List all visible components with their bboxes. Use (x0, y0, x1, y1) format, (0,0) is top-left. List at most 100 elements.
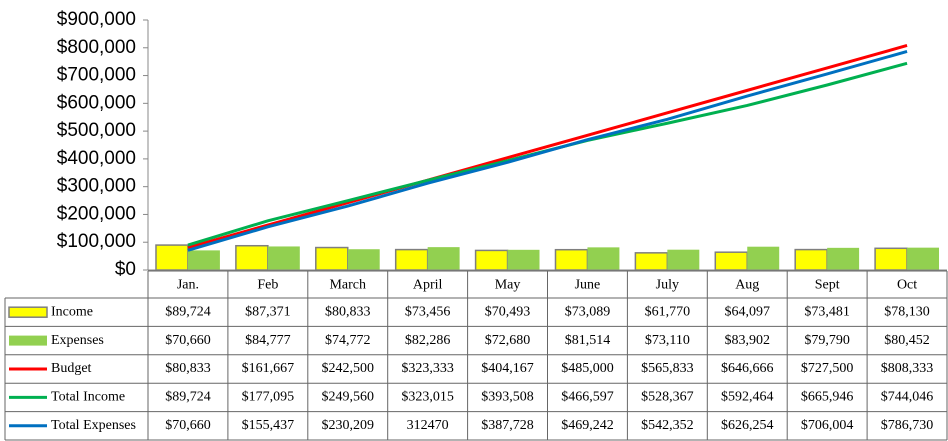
bar (634, 252, 669, 271)
bar (747, 246, 780, 270)
bar (667, 249, 700, 270)
data-label: $323,015 (401, 390, 454, 405)
bar (907, 247, 940, 270)
data-label: $249,560 (322, 390, 375, 405)
data-label: $242,500 (322, 361, 375, 376)
data-label: $70,660 (165, 418, 211, 433)
bar (427, 247, 460, 270)
bar (874, 247, 908, 271)
legend-key (8, 306, 48, 318)
data-label: $727,500 (801, 361, 854, 376)
y-tick-label: $600,000 (57, 92, 136, 113)
bar (187, 250, 220, 270)
data-label: $706,004 (801, 418, 854, 433)
data-label: $646,666 (721, 361, 774, 376)
bar (794, 248, 828, 271)
bar (507, 249, 540, 270)
bar (587, 247, 620, 270)
data-label: $177,095 (242, 390, 295, 405)
data-label: $80,833 (165, 361, 211, 376)
data-label: $73,456 (405, 304, 451, 319)
x-tick-label: Jan. (177, 278, 199, 293)
data-label: $393,508 (481, 390, 534, 405)
data-label: $161,667 (242, 361, 295, 376)
data-label: $323,333 (401, 361, 454, 376)
x-tick-label: Sept (815, 278, 840, 293)
x-tick-label: June (575, 278, 601, 293)
bar (554, 248, 589, 271)
x-tick-label: Aug (735, 278, 759, 293)
x-tick-label: July (656, 278, 679, 293)
data-label: $565,833 (641, 361, 694, 376)
data-label: $72,680 (485, 333, 531, 348)
data-label: $387,728 (481, 418, 534, 433)
data-label: $82,286 (405, 333, 451, 348)
legend-label: Budget (51, 361, 92, 376)
data-label: $74,772 (325, 333, 371, 348)
data-label: 312470 (407, 418, 449, 433)
x-tick-label: Feb (257, 278, 278, 293)
bar (347, 249, 380, 270)
legend-key (9, 335, 47, 346)
legend-label: Total Income (51, 390, 125, 405)
data-label: $744,046 (881, 390, 934, 405)
data-label: $73,481 (804, 304, 850, 319)
data-label: $61,770 (645, 304, 691, 319)
y-tick-label: $400,000 (57, 148, 136, 169)
data-label: $70,660 (165, 333, 211, 348)
data-label: $64,097 (725, 304, 771, 319)
y-tick-label: $900,000 (57, 9, 136, 30)
bar (315, 246, 349, 271)
bar (235, 244, 269, 271)
data-label: $89,724 (165, 390, 211, 405)
legend-label: Total Expenses (51, 418, 136, 433)
x-tick-label: May (495, 278, 521, 293)
data-label: $528,367 (641, 390, 694, 405)
y-tick-label: $500,000 (57, 120, 136, 141)
bar (714, 251, 748, 271)
data-label: $469,242 (561, 418, 614, 433)
data-label: $73,110 (645, 333, 690, 348)
bar (474, 249, 509, 271)
data-label: $87,371 (245, 304, 291, 319)
x-tick-label: March (329, 278, 366, 293)
y-tick-label: $300,000 (57, 176, 136, 197)
data-label: $83,902 (725, 333, 771, 348)
line (187, 50, 908, 252)
data-label: $808,333 (881, 361, 934, 376)
data-label: $542,352 (641, 418, 694, 433)
y-tick-label: $100,000 (57, 231, 136, 252)
bar (827, 247, 860, 270)
data-label: $70,493 (485, 304, 531, 319)
y-tick-label: $800,000 (57, 37, 136, 58)
data-label: $485,000 (561, 361, 614, 376)
y-tick-label: $700,000 (57, 65, 136, 86)
data-label: $81,514 (565, 333, 611, 348)
bar (267, 246, 300, 270)
data-label: $466,597 (561, 390, 614, 405)
data-label: $230,209 (322, 418, 375, 433)
data-label: $79,790 (804, 333, 850, 348)
x-tick-label: April (413, 278, 443, 293)
y-tick-label: $200,000 (57, 203, 136, 224)
data-label: $89,724 (165, 304, 211, 319)
bar (394, 248, 429, 271)
data-label: $84,777 (245, 333, 291, 348)
data-label: $404,167 (481, 361, 534, 376)
data-label: $786,730 (881, 418, 934, 433)
data-label: $592,464 (721, 390, 774, 405)
x-tick-label: Oct (897, 278, 917, 293)
data-label: $80,452 (884, 333, 930, 348)
data-label: $80,833 (325, 304, 371, 319)
data-label: $155,437 (242, 418, 295, 433)
legend-label: Income (51, 304, 93, 319)
y-tick-label: $0 (115, 259, 136, 280)
bar (155, 244, 189, 271)
legend-label: Expenses (51, 333, 104, 348)
data-label: $626,254 (721, 418, 774, 433)
data-label: $78,130 (884, 304, 930, 319)
line (187, 44, 908, 249)
data-label: $73,089 (565, 304, 611, 319)
data-label: $665,946 (801, 390, 854, 405)
